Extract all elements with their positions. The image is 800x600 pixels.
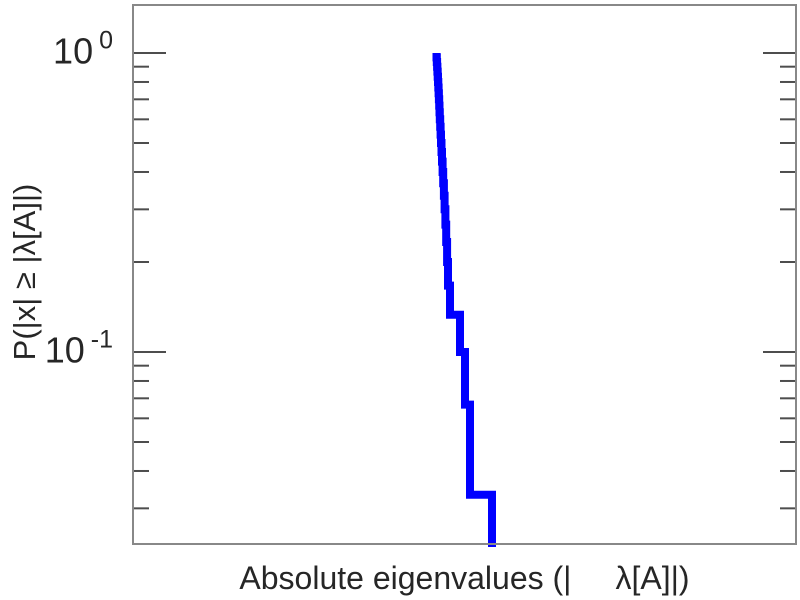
x-axis-label: Absolute eigenvalues (| λ[A]|) (133, 560, 796, 596)
y-tick-base: 10 (53, 30, 94, 72)
ccdf-curve (432, 53, 496, 547)
x-axis-label-text: Absolute eigenvalues (| (239, 560, 572, 596)
x-axis-label-lambda: λ[A]|) (615, 560, 690, 596)
y-tick-exponent: -1 (90, 325, 113, 354)
y-tick-exponent: 0 (99, 26, 113, 55)
plot-frame (132, 4, 797, 545)
y-tick-label-1e-1: 10 -1 (44, 327, 113, 371)
y-axis-label: P(|x| ≥ |λ[A]|) (7, 183, 42, 361)
y-axis-ticks (133, 52, 796, 510)
y-tick-label-1e0: 10 0 (53, 28, 113, 72)
y-tick-base: 10 (44, 329, 85, 371)
